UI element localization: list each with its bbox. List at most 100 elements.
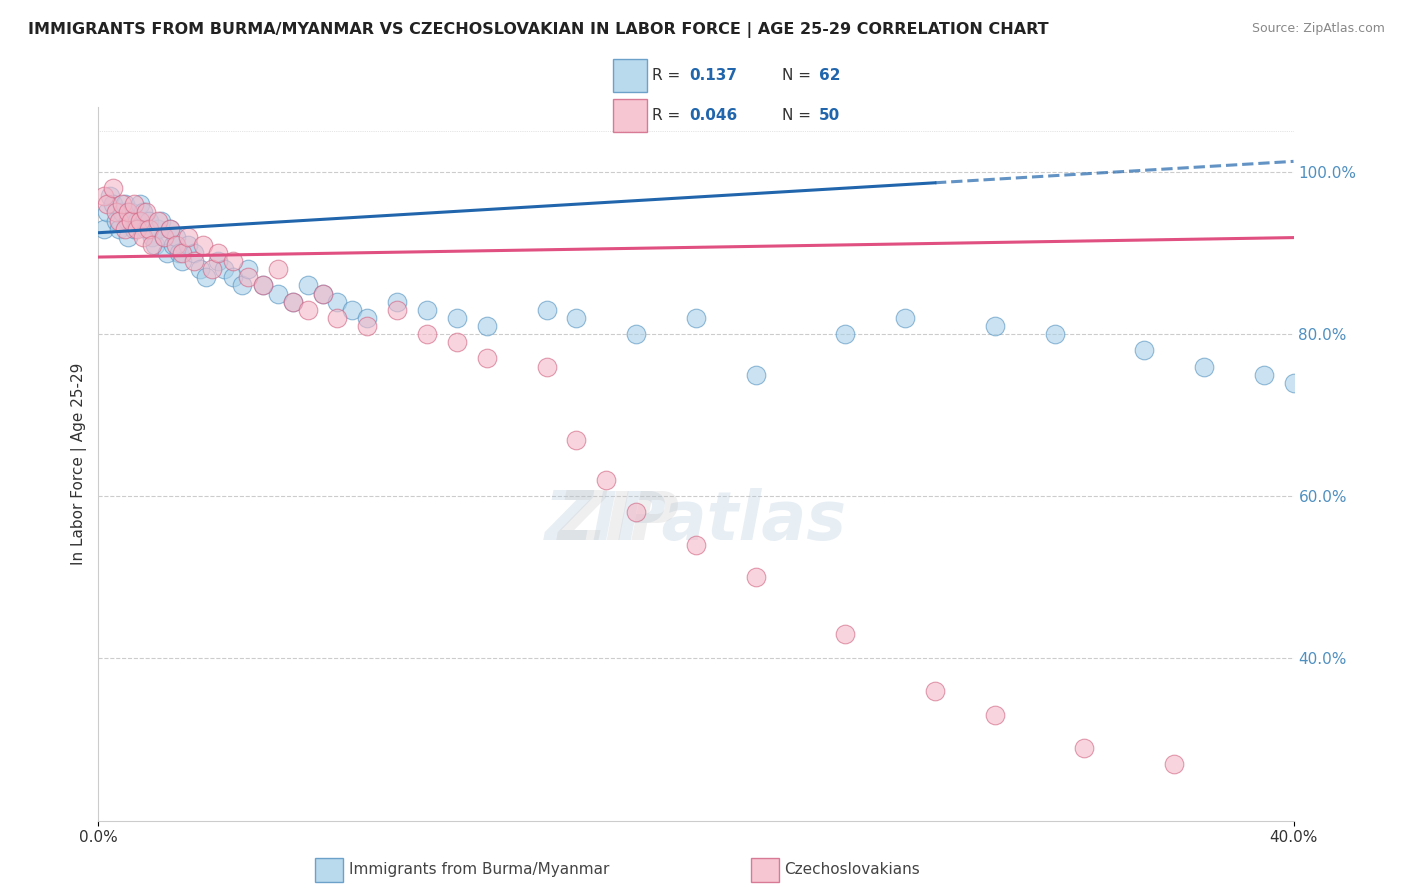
Point xyxy=(1253,368,1275,382)
Point xyxy=(297,302,319,317)
Point xyxy=(96,197,118,211)
Point xyxy=(108,213,131,227)
Point xyxy=(124,197,146,211)
Y-axis label: In Labor Force | Age 25-29: In Labor Force | Age 25-29 xyxy=(72,363,87,565)
Point xyxy=(446,310,468,325)
Point xyxy=(153,229,176,244)
Point xyxy=(207,246,229,260)
Point xyxy=(111,205,134,219)
Point xyxy=(167,246,190,260)
Point xyxy=(281,294,304,309)
Point xyxy=(536,359,558,374)
Point xyxy=(475,351,498,366)
Text: 50: 50 xyxy=(818,108,841,123)
Point xyxy=(385,302,409,317)
Point xyxy=(103,181,125,195)
Point xyxy=(153,229,176,244)
Point xyxy=(165,238,187,252)
Point xyxy=(356,318,378,333)
Point xyxy=(103,197,125,211)
Point xyxy=(124,221,146,235)
Point xyxy=(475,318,498,333)
Point xyxy=(326,310,349,325)
Point xyxy=(984,318,1007,333)
Point xyxy=(267,262,290,277)
Point xyxy=(135,205,157,219)
Point xyxy=(1163,756,1185,771)
Text: Source: ZipAtlas.com: Source: ZipAtlas.com xyxy=(1251,22,1385,36)
Point xyxy=(117,229,139,244)
Point xyxy=(416,327,439,342)
Point xyxy=(127,213,149,227)
Point xyxy=(446,335,468,350)
Point xyxy=(252,278,274,293)
Point xyxy=(207,254,229,268)
Point xyxy=(356,310,378,325)
Point xyxy=(1192,359,1215,374)
Point xyxy=(745,368,768,382)
Point xyxy=(1282,376,1305,390)
Point xyxy=(183,254,205,268)
Text: N =: N = xyxy=(782,108,815,123)
Point xyxy=(172,246,194,260)
Point xyxy=(141,238,163,252)
Point xyxy=(236,270,259,285)
Point xyxy=(150,213,173,227)
Point xyxy=(111,197,134,211)
Text: R =: R = xyxy=(652,68,685,83)
Point xyxy=(222,254,245,268)
Point xyxy=(595,473,617,487)
Point xyxy=(138,221,160,235)
Point xyxy=(132,205,155,219)
Point xyxy=(311,286,333,301)
Point xyxy=(385,294,409,309)
Point xyxy=(105,205,128,219)
Point xyxy=(201,262,224,277)
Point xyxy=(685,538,707,552)
Point xyxy=(267,286,290,301)
Point xyxy=(120,213,142,227)
Text: 62: 62 xyxy=(818,68,841,83)
Point xyxy=(536,302,558,317)
Point xyxy=(326,294,349,309)
Point xyxy=(311,286,333,301)
Point xyxy=(117,205,139,219)
Point xyxy=(834,627,856,641)
Point xyxy=(135,221,157,235)
Point xyxy=(114,197,136,211)
Point xyxy=(100,189,122,203)
Point xyxy=(93,189,115,203)
Point xyxy=(148,213,170,227)
Point xyxy=(183,246,205,260)
Point xyxy=(177,238,200,252)
Text: 0.046: 0.046 xyxy=(689,108,737,123)
Point xyxy=(984,708,1007,723)
Text: ZIP: ZIP xyxy=(557,488,679,554)
Point xyxy=(191,238,214,252)
Point xyxy=(212,262,235,277)
Point xyxy=(93,221,115,235)
Point xyxy=(129,197,152,211)
Point xyxy=(108,221,131,235)
Point xyxy=(148,221,170,235)
Point xyxy=(416,302,439,317)
Point xyxy=(132,229,155,244)
Text: 0.137: 0.137 xyxy=(689,68,737,83)
Point xyxy=(177,229,200,244)
Point xyxy=(924,684,946,698)
Text: ZIPatlas: ZIPatlas xyxy=(546,488,846,554)
Point xyxy=(231,278,253,293)
Point xyxy=(1043,327,1066,342)
Point xyxy=(138,213,160,227)
Point xyxy=(188,262,211,277)
Point xyxy=(195,270,218,285)
Point xyxy=(565,310,588,325)
Text: R =: R = xyxy=(652,108,685,123)
Point xyxy=(1073,740,1095,755)
Point xyxy=(159,221,181,235)
Point xyxy=(1133,343,1156,358)
Text: Czechoslovakians: Czechoslovakians xyxy=(785,863,921,877)
Point xyxy=(159,221,181,235)
Text: Immigrants from Burma/Myanmar: Immigrants from Burma/Myanmar xyxy=(349,863,609,877)
Point xyxy=(127,221,149,235)
